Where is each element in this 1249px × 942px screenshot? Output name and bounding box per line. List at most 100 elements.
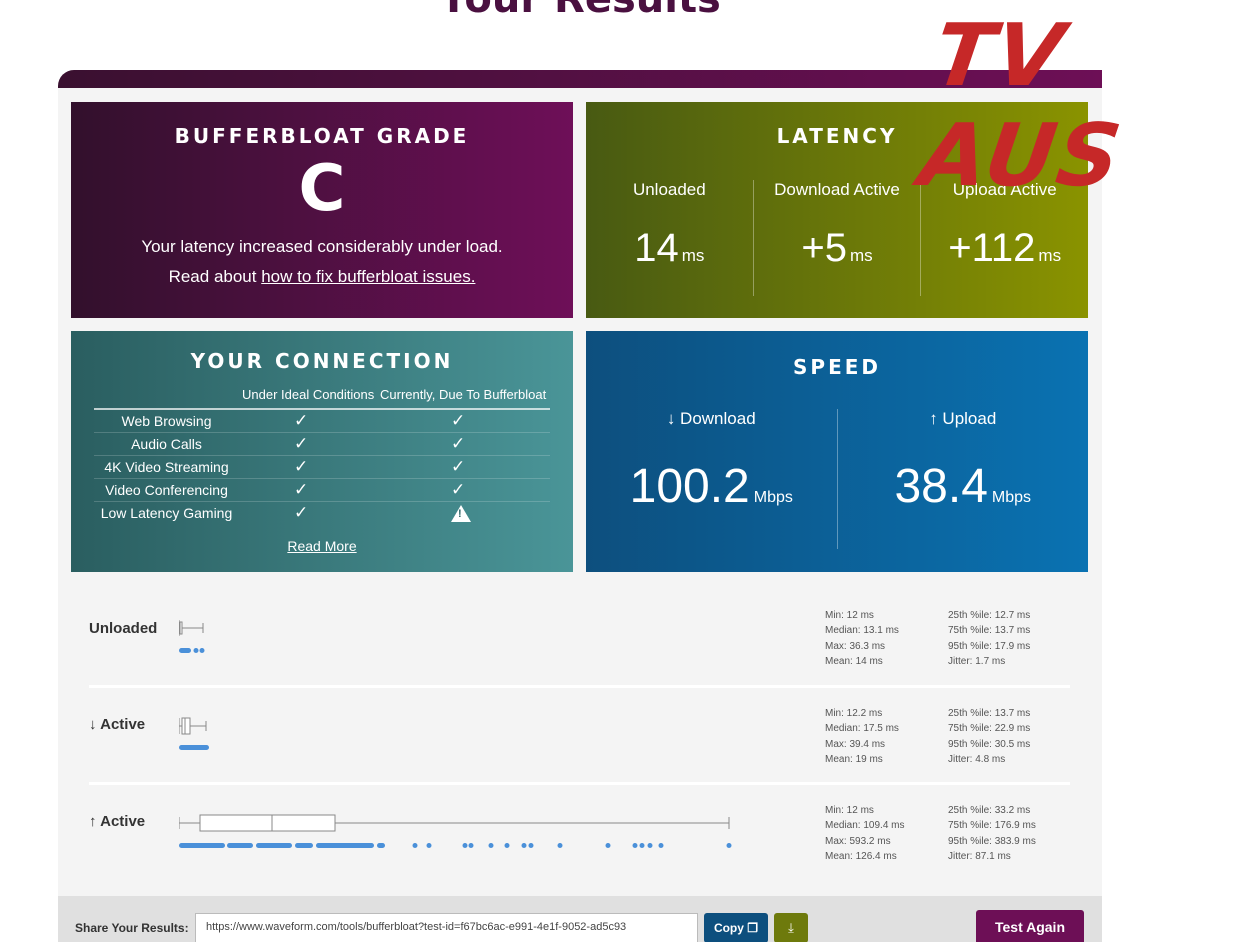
download-active-boxplot	[179, 717, 209, 750]
speed-upload: ↑ Upload 38.4 Mbps	[836, 409, 1089, 549]
checkmark-icon: ✓	[294, 434, 309, 453]
speed-download: ↓ Download 100.2 Mbps	[586, 409, 837, 549]
stat-max: Max: 39.4 ms	[825, 738, 886, 750]
stat-min: Min: 12 ms	[825, 805, 874, 816]
connection-table: Web Browsing ✓ ✓ Audio Calls ✓ ✓ 4K Video Stre…	[94, 408, 550, 525]
upload-label: ↑ Upload	[929, 409, 997, 428]
connection-card: YOUR CONNECTION Under Ideal Conditions C…	[71, 331, 573, 572]
connection-row-name: 4K Video Streaming	[104, 459, 229, 475]
connection-row-name: Video Conferencing	[105, 482, 228, 498]
checkmark-icon: ✓	[451, 434, 466, 453]
stat-p75: 75th %ile: 13.7 ms	[948, 625, 1031, 637]
grade-heading: BUFFERBLOAT GRADE	[174, 124, 470, 148]
upload-unit: Mbps	[991, 489, 1032, 506]
share-url-field[interactable]: https://www.waveform.com/tools/bufferblo…	[195, 913, 698, 942]
stat-mean: Mean: 14 ms	[825, 655, 883, 667]
stats-row-upload-active: ↑ Active Min: 12 ms Median: 109.4 ms Max…	[89, 795, 1070, 885]
checkmark-icon: ✓	[451, 457, 466, 476]
stat-min: Min: 12 ms	[825, 610, 874, 621]
download-results-button[interactable]: ⤓	[774, 913, 808, 942]
speed-heading: SPEED	[793, 355, 881, 379]
copy-label: Copy	[713, 921, 744, 935]
latency-label: Upload Active	[952, 180, 1057, 199]
stat-jitter: Jitter: 87.1 ms	[948, 850, 1011, 862]
stat-min: Min: 12.2 ms	[825, 708, 883, 719]
speed-card: SPEED ↓ Download 100.2 Mbps ↑ Upload 38.4…	[586, 331, 1088, 572]
latency-heading: LATENCY	[776, 124, 898, 148]
latency-value: +112	[948, 226, 1036, 270]
col-current-header: Currently, Due To Bufferbloat	[380, 387, 547, 402]
connection-heading: YOUR CONNECTION	[190, 349, 454, 373]
col-ideal-header: Under Ideal Conditions	[242, 387, 375, 402]
grade-read-prefix: Read about	[168, 267, 262, 286]
connection-row: Low Latency Gaming ✓	[94, 502, 550, 525]
stat-p95: 95th %ile: 383.9 ms	[948, 835, 1036, 847]
stat-mean: Mean: 126.4 ms	[825, 850, 897, 862]
unloaded-boxplot	[179, 620, 205, 653]
latency-label: Download Active	[774, 180, 900, 199]
stat-median: Median: 13.1 ms	[825, 625, 899, 637]
latency-unloaded: Unloaded 14 ms	[586, 180, 753, 296]
bufferbloat-grade-card: BUFFERBLOAT GRADE C Your latency increas…	[71, 102, 573, 318]
connection-row-name: Low Latency Gaming	[100, 505, 233, 521]
stats-row-unloaded: Unloaded Min: 12 ms Median: 13.1 ms Max:…	[89, 600, 1070, 688]
checkmark-icon: ✓	[294, 411, 309, 430]
test-again-button[interactable]: Test Again	[976, 910, 1084, 942]
stat-p25: 25th %ile: 13.7 ms	[948, 708, 1031, 719]
page-title: Your Results	[0, 0, 1160, 22]
read-more-link[interactable]: Read More	[287, 538, 357, 554]
watermark-logo: TV AUS	[913, 6, 1129, 206]
stats-label: ↑ Active	[89, 813, 146, 830]
connection-row: Web Browsing ✓ ✓	[94, 410, 550, 433]
download-unit: Mbps	[753, 489, 793, 506]
grade-message: Your latency increased considerably unde…	[141, 237, 503, 256]
latency-value: +5	[801, 226, 847, 270]
stat-max: Max: 36.3 ms	[825, 640, 886, 652]
stats-label: ↓ Active	[89, 716, 146, 733]
download-label: ↓ Download	[666, 409, 756, 428]
stat-p95: 95th %ile: 17.9 ms	[948, 640, 1031, 652]
share-label: Share Your Results:	[75, 921, 189, 935]
stat-median: Median: 109.4 ms	[825, 820, 905, 832]
checkmark-icon: ✓	[294, 457, 309, 476]
stat-mean: Mean: 19 ms	[825, 753, 883, 765]
stat-p75: 75th %ile: 176.9 ms	[948, 820, 1036, 832]
fix-bufferbloat-link[interactable]: how to fix bufferbloat issues.	[261, 267, 476, 286]
stat-median: Median: 17.5 ms	[825, 723, 899, 735]
connection-row: 4K Video Streaming ✓ ✓	[94, 456, 550, 479]
checkmark-icon: ✓	[451, 480, 466, 499]
latency-download-active: Download Active +5 ms	[752, 180, 921, 296]
latency-unit: ms	[681, 246, 705, 265]
warning-icon	[451, 503, 471, 525]
connection-row: Video Conferencing ✓ ✓	[94, 479, 550, 502]
latency-unit: ms	[849, 246, 873, 265]
stats-row-download-active: ↓ Active Min: 12.2 ms Median: 17.5 ms Ma…	[89, 698, 1070, 785]
latency-value: 14	[634, 226, 679, 270]
stat-p25: 25th %ile: 12.7 ms	[948, 610, 1031, 621]
download-value: 100.2	[629, 460, 750, 513]
checkmark-icon: ✓	[294, 503, 309, 522]
checkmark-icon: ✓	[451, 411, 466, 430]
latency-label: Unloaded	[632, 180, 706, 199]
stat-p95: 95th %ile: 30.5 ms	[948, 738, 1031, 750]
stat-p25: 25th %ile: 33.2 ms	[948, 805, 1031, 816]
latency-card: LATENCY Unloaded 14 ms Download Active +5…	[586, 102, 1088, 318]
connection-row: Audio Calls ✓ ✓	[94, 433, 550, 456]
connection-row-name: Audio Calls	[131, 436, 202, 452]
stat-max: Max: 593.2 ms	[825, 835, 891, 847]
stat-jitter: Jitter: 1.7 ms	[948, 655, 1006, 667]
upload-active-boxplot	[179, 814, 732, 848]
grade-letter: C	[298, 152, 346, 226]
results-top-bar	[58, 70, 1102, 88]
share-bar: Share Your Results: https://www.waveform…	[58, 896, 1102, 942]
checkmark-icon: ✓	[294, 480, 309, 499]
copy-button[interactable]: Copy ❐	[704, 913, 768, 942]
connection-row-name: Web Browsing	[121, 413, 212, 429]
latency-unit: ms	[1038, 246, 1062, 265]
upload-value: 38.4	[894, 460, 988, 513]
stat-jitter: Jitter: 4.8 ms	[948, 753, 1006, 765]
stat-p75: 75th %ile: 22.9 ms	[948, 723, 1031, 735]
download-icon: ⤓	[788, 920, 794, 935]
latency-upload-active: Upload Active +112 ms	[920, 180, 1088, 296]
copy-icon: ❐	[747, 921, 759, 935]
